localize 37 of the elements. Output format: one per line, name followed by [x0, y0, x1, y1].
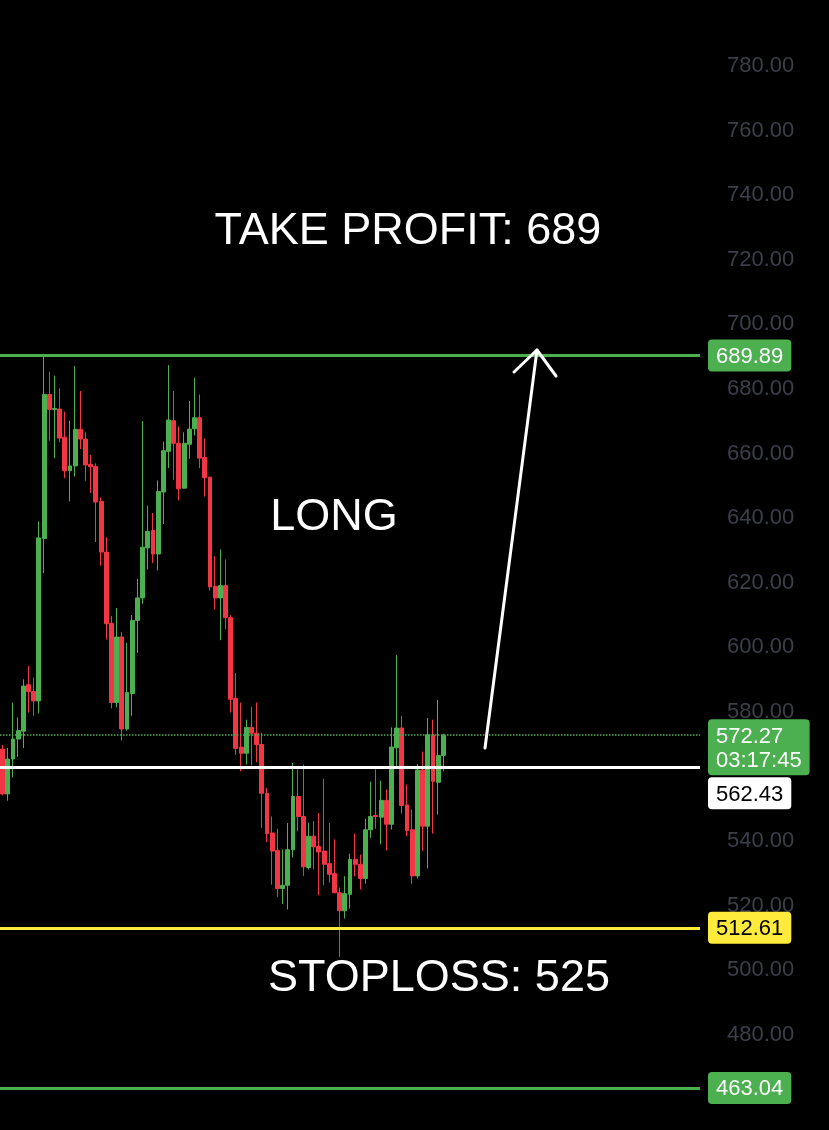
candlestick: [52, 375, 57, 459]
ref-line-label: 689.89: [716, 343, 784, 368]
y-tick-label: 700.00: [727, 310, 795, 336]
y-tick-label: 480.00: [727, 1020, 795, 1046]
annotation: TAKE PROFIT: 689: [214, 202, 602, 254]
ref-line-label: 463.04: [716, 1075, 784, 1101]
y-tick-label: 720.00: [727, 245, 795, 271]
y-tick-label: 780.00: [727, 52, 795, 78]
y-tick-label: 520.00: [727, 891, 795, 917]
ref-line-label: 512.61: [716, 915, 784, 941]
y-tick-label: 600.00: [727, 633, 795, 659]
candlestick: [415, 763, 420, 879]
candlestick: [384, 788, 389, 851]
candlestick: [379, 780, 384, 845]
candlestick: [306, 822, 311, 870]
y-tick-label: 740.00: [727, 181, 795, 207]
candlestick: [420, 751, 425, 852]
y-tick-label: 640.00: [727, 504, 795, 530]
candlestick: [47, 371, 52, 442]
y-tick-label: 620.00: [727, 568, 795, 594]
ref-line-label: 562.43: [716, 780, 784, 806]
candlestick: [431, 719, 435, 835]
y-tick-label: 580.00: [727, 697, 795, 723]
candlestick: [114, 607, 119, 708]
candlestick: [373, 768, 378, 830]
y-tick-label: 540.00: [727, 826, 795, 852]
candlestick: [119, 631, 124, 742]
y-tick-label: 760.00: [727, 116, 795, 142]
y-tick-label: 660.00: [727, 439, 795, 465]
candlestick: [218, 549, 223, 641]
annotation: STOPLOSS: 525: [268, 949, 610, 1001]
y-tick-label: 680.00: [727, 374, 795, 400]
candlestick: [151, 512, 155, 564]
ref-line-label: 572.27 03:17:45: [716, 722, 802, 772]
annotation: LONG: [270, 488, 398, 540]
candlestick: [0, 744, 5, 797]
y-tick-label: 500.00: [727, 956, 795, 982]
